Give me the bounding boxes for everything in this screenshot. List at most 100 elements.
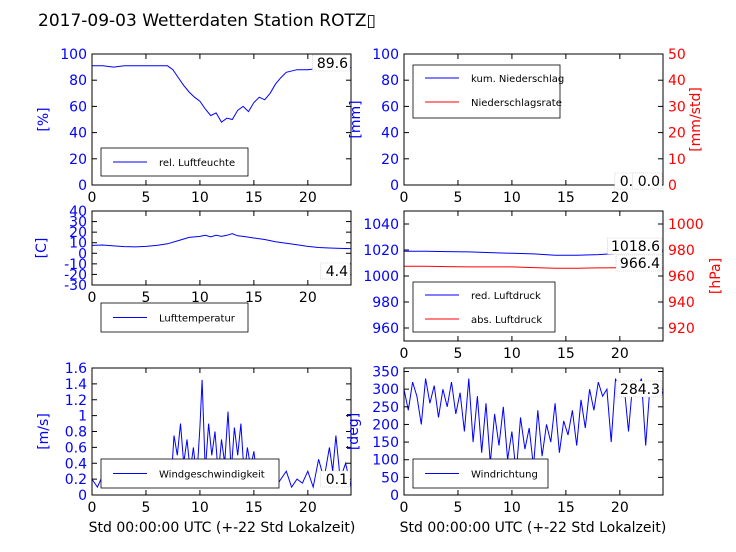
x-tick-label-pressure: 20 [611,346,629,362]
y-tick-label-precip: 60 [381,99,399,115]
y-tick-label-winddir: 0 [390,488,399,504]
series-line-humidity-0 [92,65,352,123]
legend-label-pressure: abs. Luftdruck [471,315,542,326]
y-tick-label-winddir: 50 [381,470,399,486]
panel-pressure: 0 5 10 15 20 960 980 1000 1020 1040 920 940 960 980 10… [363,210,724,362]
x-tick-label-humidity: 5 [141,190,150,206]
x-tick-label-wind: 20 [299,500,317,516]
y-tick-label-temperature: 30 [69,215,87,231]
y-tick-label-wind: 0.2 [65,472,87,488]
y-tick-label-humidity: 60 [69,99,87,115]
y-tick-label-precip: 20 [381,152,399,168]
y2-tick-label-precip: 0 [668,178,677,194]
value-annotation-temperature: 4.4 [326,264,348,280]
x-tick-label-winddir: 0 [400,500,409,516]
y2-tick-label-precip: 10 [668,152,686,168]
panel-winddir: 0 5 10 15 20050100150200250300350[deg]284.3W… [346,365,664,516]
y-axis-label-winddir: [deg] [346,413,362,450]
x-tick-label-precip: 20 [611,190,629,206]
y-axis-label-humidity: [%] [36,107,52,131]
y-tick-label-humidity: 100 [60,47,87,63]
x-tick-label-humidity: 10 [191,190,209,206]
x-tick-label-winddir: 20 [611,500,629,516]
panel-wind: 0 5 10 15 20 00.20.40.60.811.21.41.6 [m/s] 0.1 W… [36,361,352,516]
x-tick-label-wind: 15 [245,500,263,516]
x-tick-label-winddir: 5 [453,500,462,516]
panel-humidity: 0 5 10 15 20 0 20 40 60 80 100 [%] 89.6 rel. Luftfeuc… [36,47,352,206]
y2-axis-label-pressure: [hPa] [708,258,724,294]
y-tick-label-humidity: 0 [78,178,87,194]
y-tick-label-pressure: 1000 [363,269,399,285]
y-tick-label-humidity: 40 [69,126,87,142]
legend-label-winddir: Windrichtung [471,470,538,481]
y-tick-label-temperature: 0 [78,246,87,262]
legend-box-precip [412,64,561,119]
y2-tick-label-pressure: 920 [668,321,695,337]
y-tick-label-pressure: 1040 [363,217,399,233]
x-tick-label-wind: 10 [191,500,209,516]
y-tick-label-winddir: 200 [372,417,399,433]
value-annotation-box-temperature [320,262,351,280]
y-tick-label-humidity: 80 [69,73,87,89]
value-annotation-box-wind [320,470,351,488]
y-tick-label-wind: 1.6 [65,361,87,377]
series-line-temperature-0 [91,233,352,250]
x-tick-label-humidity: 15 [245,190,263,206]
x-axis-label-left: Std 00:00:00 UTC (+-22 Std Lokalzeit) [89,520,356,536]
legend-label-temperature: Lufttemperatur [159,314,236,325]
legend-label-humidity: rel. Luftfeuchte [159,158,235,169]
y-tick-label-wind: 0.8 [65,425,87,441]
y2-tick-label-precip: 50 [668,47,686,63]
axes-frame-temperature [91,210,352,286]
y-tick-label-winddir: 300 [372,382,399,398]
value-annotation-box-pressure [607,237,663,255]
legend-label-precip: kum. Niederschlag [471,74,564,85]
x-tick-label-wind: 0 [88,500,97,516]
x-tick-label-pressure: 0 [400,346,409,362]
axes-frame-winddir [403,367,664,496]
x-tick-label-winddir: 10 [503,500,521,516]
y-tick-label-precip: 80 [381,73,399,89]
y2-tick-label-precip: 20 [668,126,686,142]
value-annotation-box-humidity [312,54,351,72]
legend-label-wind: Windgeschwindigkeit [159,470,265,481]
y-tick-label-winddir: 100 [372,453,399,469]
y-axis-label-precip: [mm] [348,100,364,138]
y-tick-label-winddir: 350 [372,365,399,381]
value-annotation-wind: 0.1 [326,472,348,488]
x-tick-label-temperature: 5 [141,290,150,306]
legend-label-pressure: red. Luftdruck [471,291,541,302]
x-tick-label-precip: 0 [400,190,409,206]
y-axis-label-temperature: [C] [34,238,50,259]
y-tick-label-winddir: 150 [372,435,399,451]
y-tick-label-winddir: 250 [372,400,399,416]
x-axis-label-right: Std 00:00:00 UTC (+-22 Std Lokalzeit) [400,520,667,536]
y-tick-label-pressure: 1020 [363,243,399,259]
y-tick-label-precip: 40 [381,126,399,142]
y2-tick-label-pressure: 980 [668,243,695,259]
x-tick-label-winddir: 15 [557,500,575,516]
y-tick-label-pressure: 980 [372,295,399,311]
x-tick-label-humidity: 20 [299,190,317,206]
panel-precip: 0 5 10 15 20 0 20 40 60 80 100 0 10 20 30 40 50 [mm] [mm/s… [348,47,704,206]
y-tick-label-temperature: 20 [69,225,87,241]
y-tick-label-wind: 1.4 [65,377,87,393]
legend-box-pressure [412,281,556,333]
y-tick-label-temperature: 40 [69,204,87,220]
value-annotation-pressure: 966.4 [620,256,660,272]
y-tick-label-wind: 0.6 [65,440,87,456]
value-annotation-winddir: 284.3 [620,382,660,398]
axes-frame-precip [403,53,664,186]
value-annotation-box-winddir [615,380,663,398]
x-tick-label-temperature: 0 [88,290,97,306]
y2-tick-label-precip: 40 [668,73,686,89]
x-tick-label-precip: 15 [557,190,575,206]
axes-frame-humidity [91,53,352,186]
x-tick-label-wind: 5 [141,500,150,516]
y2-tick-label-pressure: 940 [668,295,695,311]
y-tick-label-wind: 0.4 [65,456,87,472]
y-tick-label-pressure: 960 [372,321,399,337]
value-annotation-box-precip [632,172,663,190]
y-tick-label-precip: 0 [390,178,399,194]
